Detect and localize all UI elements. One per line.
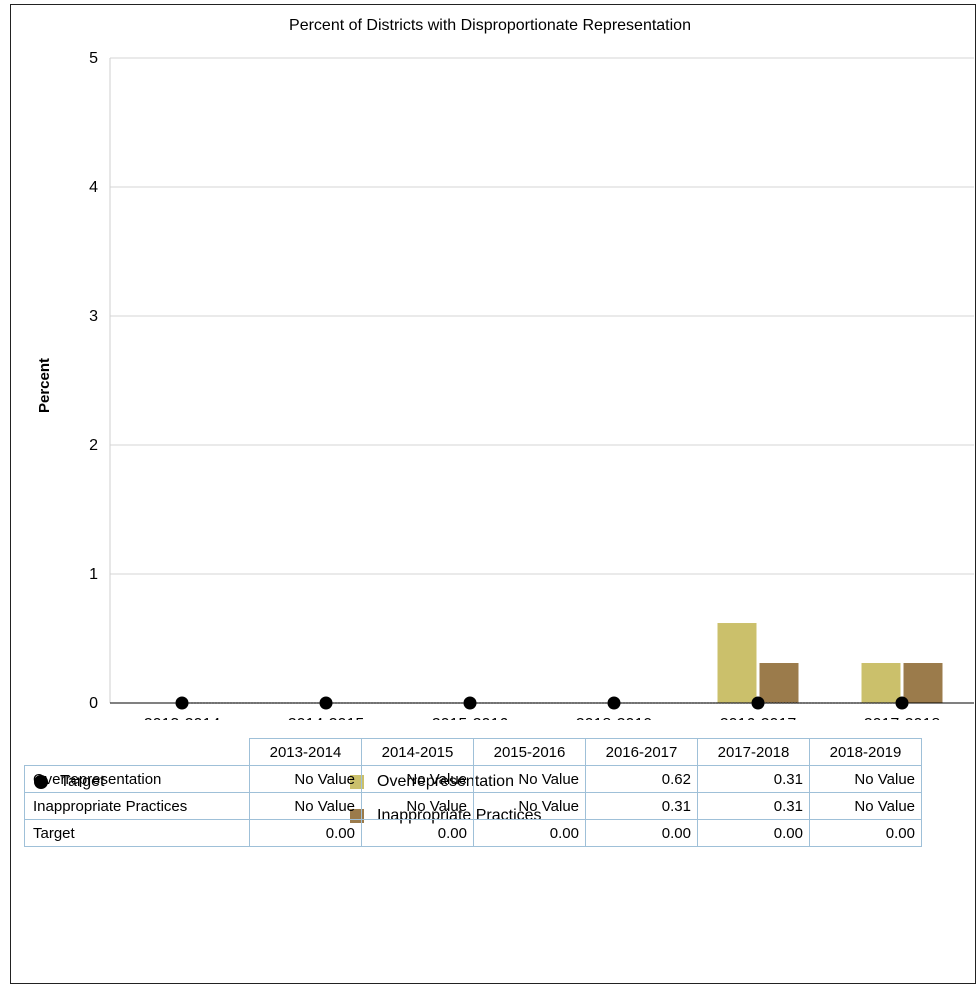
table-row-label: Overrepresentation xyxy=(24,765,250,793)
bar-overrepresentation xyxy=(717,623,757,703)
table-cell: 0.31 xyxy=(585,792,698,820)
table-cell: 0.31 xyxy=(697,765,810,793)
table-cell: No Value xyxy=(361,765,474,793)
table-cell: 0.00 xyxy=(473,819,586,847)
chart-title: Percent of Districts with Disproportiona… xyxy=(289,17,691,34)
table-row: Overrepresentation No Value No Value No … xyxy=(24,765,922,793)
table-cell: No Value xyxy=(809,792,922,820)
target-point xyxy=(751,696,765,710)
y-tick-label: 3 xyxy=(89,308,98,325)
table-cell: No Value xyxy=(249,792,362,820)
table-header: 2016-2017 xyxy=(585,738,698,766)
table-header: 2015-2016 xyxy=(473,738,586,766)
x-tick-label: 2018-2019 xyxy=(576,716,653,720)
table-cell: 0.31 xyxy=(697,792,810,820)
y-tick-label: 4 xyxy=(89,179,98,196)
table-header-row: 2013-2014 2014-2015 2015-2016 2016-2017 … xyxy=(25,738,922,766)
x-tick-label: 2013-2014 xyxy=(144,716,221,720)
target-point xyxy=(319,696,333,710)
table-cell: No Value xyxy=(473,765,586,793)
table-cell: No Value xyxy=(249,765,362,793)
x-tick-label: 2014-2015 xyxy=(288,716,365,720)
data-table: 2013-2014 2014-2015 2015-2016 2016-2017 … xyxy=(24,738,922,847)
table-corner xyxy=(25,739,250,766)
table-cell: 0.00 xyxy=(361,819,474,847)
y-tick-label: 2 xyxy=(89,437,98,454)
target-point xyxy=(895,696,909,710)
chart-frame xyxy=(10,4,976,984)
table-cell: No Value xyxy=(809,765,922,793)
table-header: 2013-2014 xyxy=(249,738,362,766)
table-cell: 0.62 xyxy=(585,765,698,793)
table-cell: No Value xyxy=(473,792,586,820)
table-row-label: Inappropriate Practices xyxy=(24,792,250,820)
x-tick-label: 2015-2016 xyxy=(432,716,509,720)
table-cell: 0.00 xyxy=(585,819,698,847)
table-cell: 0.00 xyxy=(249,819,362,847)
target-point xyxy=(607,696,621,710)
table-cell: No Value xyxy=(361,792,474,820)
table-header: 2018-2019 xyxy=(809,738,922,766)
table-cell: 0.00 xyxy=(697,819,810,847)
table-row-label: Target xyxy=(24,819,250,847)
target-point xyxy=(463,696,477,710)
x-tick-label: 2017-2018 xyxy=(864,716,941,720)
table-header: 2014-2015 xyxy=(361,738,474,766)
y-tick-label: 5 xyxy=(89,50,98,67)
table-cell: 0.00 xyxy=(809,819,922,847)
table-row: Inappropriate Practices No Value No Valu… xyxy=(24,792,922,820)
y-tick-label: 0 xyxy=(89,695,98,712)
bar-inappropriate-practices xyxy=(903,663,943,703)
table-row: Target 0.00 0.00 0.00 0.00 0.00 0.00 xyxy=(24,819,922,847)
chart-plot: 0 1 2 3 4 5 2013-2014 2014-2015 2015-2016 2018-20… xyxy=(89,50,974,720)
table-header: 2017-2018 xyxy=(697,738,810,766)
x-tick-label: 2016-2017 xyxy=(720,716,797,720)
bar-overrepresentation xyxy=(861,663,901,703)
target-point xyxy=(175,696,189,710)
bar-inappropriate-practices xyxy=(759,663,799,703)
y-tick-label: 1 xyxy=(89,566,98,583)
